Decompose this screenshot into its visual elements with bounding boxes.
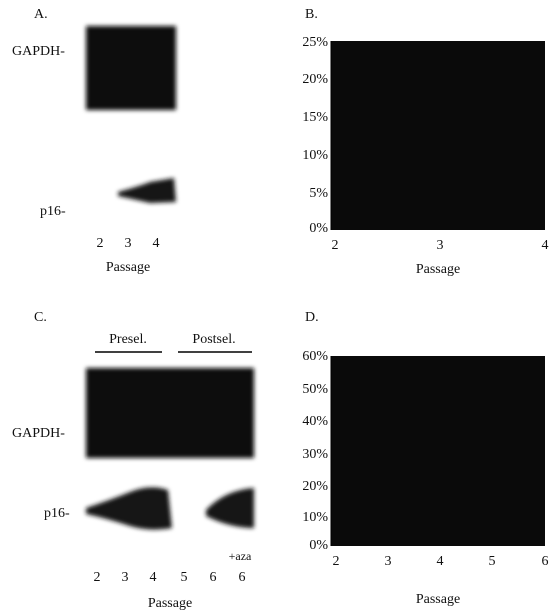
x-tick-label: 4	[437, 554, 444, 569]
row-label: p16-	[44, 506, 70, 521]
panel-label: C.	[34, 310, 47, 325]
y-tick-label: 10%	[302, 510, 328, 525]
lane-label: 5	[181, 570, 188, 585]
x-tick-label: 2	[333, 554, 340, 569]
group-label: Presel.	[109, 332, 147, 347]
x-tick-label: 2	[332, 238, 339, 253]
y-tick-label: 40%	[302, 414, 328, 429]
y-tick-label: 15%	[302, 110, 328, 125]
plot-area	[331, 41, 545, 230]
axis-label: Passage	[416, 262, 460, 277]
y-tick-label: 60%	[302, 349, 328, 364]
x-tick-label: 5	[489, 554, 496, 569]
y-tick-label: 30%	[302, 447, 328, 462]
lane-label: 6	[210, 570, 217, 585]
x-tick-label: 4	[542, 238, 549, 253]
y-tick-label: 0%	[309, 221, 328, 236]
y-tick-label: 50%	[302, 382, 328, 397]
row-label: GAPDH-	[12, 426, 65, 441]
gapdh-band	[86, 26, 176, 110]
y-tick-label: 20%	[302, 72, 328, 87]
plot-area	[331, 356, 545, 546]
lane-label: 2	[97, 236, 104, 251]
row-label: GAPDH-	[12, 44, 65, 59]
lane-label: 4	[150, 570, 157, 585]
row-label: p16-	[40, 204, 66, 219]
y-tick-label: 0%	[309, 538, 328, 553]
x-tick-label: 3	[437, 238, 444, 253]
lane-label: 4	[153, 236, 160, 251]
treatment-note: +aza	[229, 549, 252, 563]
lane-label: 3	[125, 236, 132, 251]
gapdh-band	[86, 368, 254, 458]
y-tick-label: 10%	[302, 148, 328, 163]
lane-label: 2	[94, 570, 101, 585]
y-tick-label: 25%	[302, 35, 328, 50]
group-label: Postsel.	[192, 332, 235, 347]
p16-band	[86, 487, 172, 530]
axis-label: Passage	[416, 592, 460, 607]
lane-label: 3	[122, 570, 129, 585]
panel-label: B.	[305, 7, 318, 22]
p16-band	[118, 178, 176, 203]
x-tick-label: 6	[542, 554, 549, 569]
p16-band	[206, 488, 254, 528]
lane-label: 6	[239, 570, 246, 585]
axis-label: Passage	[106, 260, 150, 275]
axis-label: Passage	[148, 596, 192, 611]
y-tick-label: 20%	[302, 479, 328, 494]
x-tick-label: 3	[385, 554, 392, 569]
y-tick-label: 5%	[309, 186, 328, 201]
panel-label: A.	[34, 7, 48, 22]
panel-label: D.	[305, 310, 319, 325]
